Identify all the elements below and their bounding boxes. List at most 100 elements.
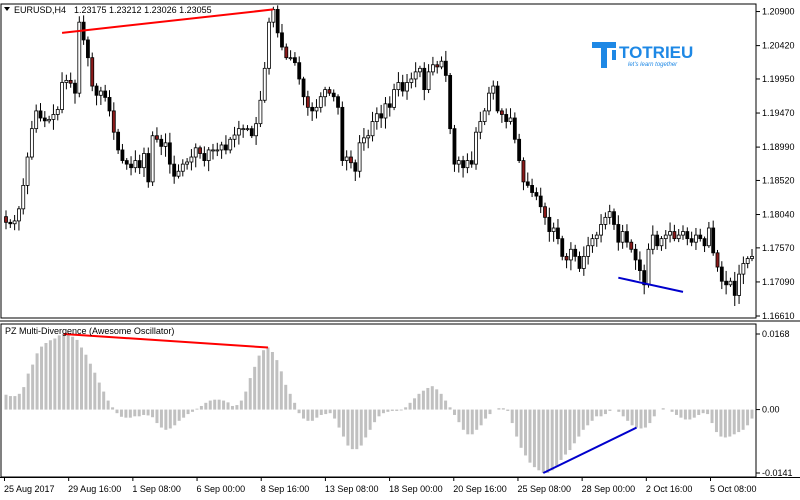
candle-body[interactable]: [405, 82, 409, 92]
candle-body[interactable]: [249, 128, 254, 137]
candle-body[interactable]: [715, 252, 720, 268]
candle-body[interactable]: [107, 97, 112, 112]
candle-body[interactable]: [525, 181, 530, 186]
candle-body[interactable]: [396, 82, 401, 91]
candle-body[interactable]: [98, 90, 103, 96]
candle-body[interactable]: [383, 103, 388, 119]
candle-body[interactable]: [469, 160, 474, 165]
candle-body[interactable]: [94, 85, 99, 96]
candle-body[interactable]: [275, 9, 280, 34]
candle-body[interactable]: [556, 227, 560, 240]
candle-body[interactable]: [646, 248, 651, 286]
chart-menu-arrow-icon[interactable]: [4, 7, 10, 11]
candle-body[interactable]: [672, 231, 677, 240]
candle-body[interactable]: [198, 147, 202, 154]
candle-body[interactable]: [211, 149, 215, 152]
candle-body[interactable]: [435, 64, 440, 68]
candle-body[interactable]: [189, 156, 194, 163]
candle-body[interactable]: [543, 206, 547, 218]
candle-body[interactable]: [60, 82, 64, 110]
candle-body[interactable]: [219, 144, 224, 151]
candle-body[interactable]: [443, 60, 448, 76]
candle-body[interactable]: [685, 231, 690, 240]
candle-body[interactable]: [366, 135, 371, 139]
candle-body[interactable]: [241, 128, 246, 131]
candle-body[interactable]: [625, 231, 629, 243]
candle-body[interactable]: [668, 231, 672, 236]
candle-body[interactable]: [508, 117, 513, 122]
candle-body[interactable]: [232, 134, 237, 140]
candle-body[interactable]: [586, 245, 591, 257]
candle-body[interactable]: [129, 163, 133, 169]
candle-body[interactable]: [551, 227, 556, 232]
candle-body[interactable]: [487, 92, 491, 112]
candle-body[interactable]: [146, 153, 151, 183]
candle-body[interactable]: [650, 234, 655, 250]
candle-body[interactable]: [590, 238, 595, 247]
candle-body[interactable]: [21, 185, 26, 210]
candle-body[interactable]: [314, 106, 319, 112]
candle-body[interactable]: [25, 156, 30, 186]
candle-body[interactable]: [422, 67, 427, 91]
candle-body[interactable]: [77, 21, 82, 94]
candle-body[interactable]: [73, 82, 77, 94]
candle-body[interactable]: [702, 238, 707, 247]
candle-body[interactable]: [456, 160, 461, 165]
candle-body[interactable]: [594, 234, 599, 240]
candle-body[interactable]: [745, 258, 750, 264]
candle-body[interactable]: [387, 103, 392, 108]
candle-body[interactable]: [34, 110, 39, 130]
candle-body[interactable]: [741, 263, 746, 275]
candle-body[interactable]: [637, 259, 642, 271]
candle-body[interactable]: [224, 144, 228, 151]
candle-body[interactable]: [236, 128, 241, 136]
candle-body[interactable]: [482, 110, 487, 122]
candle-body[interactable]: [215, 149, 220, 152]
candle-body[interactable]: [103, 90, 108, 98]
candle-body[interactable]: [12, 220, 17, 225]
candle-body[interactable]: [538, 195, 543, 208]
candle-body[interactable]: [495, 85, 500, 112]
candle-body[interactable]: [193, 147, 198, 158]
candle-body[interactable]: [706, 227, 711, 247]
candle-body[interactable]: [124, 160, 129, 165]
candle-body[interactable]: [504, 114, 509, 122]
candle-body[interactable]: [349, 156, 353, 164]
candle-body[interactable]: [694, 234, 698, 243]
candle-body[interactable]: [64, 79, 69, 83]
candle-body[interactable]: [68, 79, 73, 84]
candle-body[interactable]: [512, 117, 517, 140]
candle-body[interactable]: [8, 221, 13, 225]
candle-body[interactable]: [116, 131, 121, 151]
candle-body[interactable]: [577, 255, 582, 269]
candle-body[interactable]: [357, 142, 362, 172]
candle-body[interactable]: [689, 238, 694, 243]
candle-body[interactable]: [379, 113, 384, 119]
candle-body[interactable]: [86, 39, 90, 59]
candle-body[interactable]: [4, 216, 8, 223]
candle-body[interactable]: [400, 82, 405, 92]
candle-body[interactable]: [353, 162, 358, 172]
candle-body[interactable]: [288, 57, 293, 60]
candle-body[interactable]: [547, 216, 552, 232]
candle-body[interactable]: [534, 192, 539, 197]
candle-body[interactable]: [431, 64, 435, 73]
candle-body[interactable]: [362, 137, 366, 144]
candle-body[interactable]: [344, 156, 349, 161]
candle-body[interactable]: [409, 78, 414, 83]
candle-body[interactable]: [633, 248, 638, 261]
candle-body[interactable]: [262, 67, 267, 101]
candle-body[interactable]: [297, 62, 302, 80]
candle-body[interactable]: [280, 32, 284, 48]
candle-body[interactable]: [172, 163, 177, 177]
candle-body[interactable]: [267, 21, 271, 69]
candle-body[interactable]: [560, 238, 565, 257]
candle-body[interactable]: [17, 208, 21, 222]
candle-body[interactable]: [724, 280, 729, 286]
candle-body[interactable]: [185, 161, 190, 165]
candle-body[interactable]: [607, 211, 612, 218]
candle-body[interactable]: [254, 123, 259, 137]
candle-body[interactable]: [38, 110, 43, 119]
candle-body[interactable]: [301, 78, 306, 98]
candle-body[interactable]: [374, 113, 379, 122]
